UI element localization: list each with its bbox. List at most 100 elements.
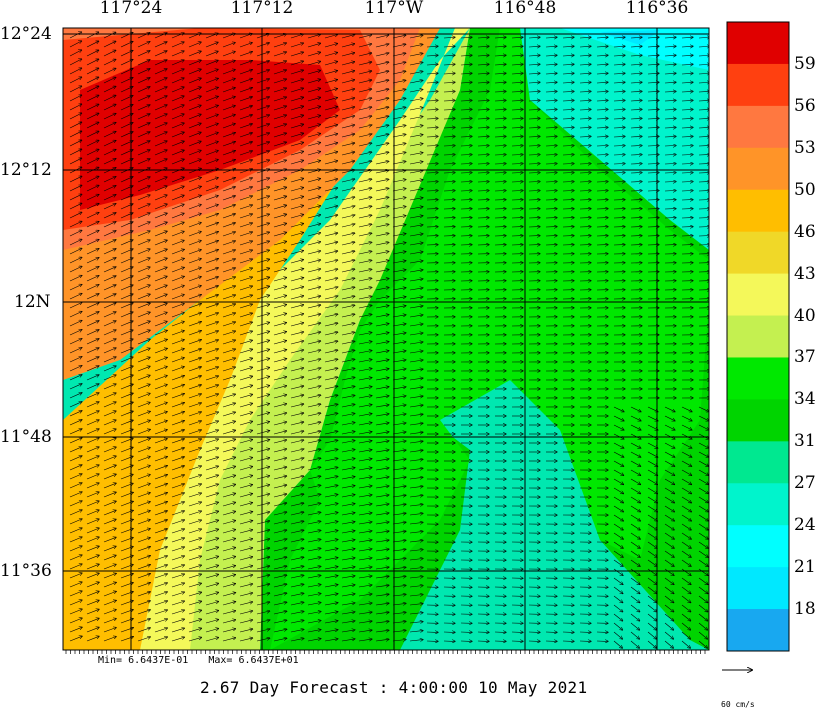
- vector-arrow: [596, 37, 608, 38]
- vector-arrow: [392, 80, 406, 84]
- vector-arrow: [681, 136, 693, 137]
- contour-46: [63, 28, 440, 650]
- vector-arrow: [613, 136, 625, 137]
- vector-arrow: [375, 98, 389, 102]
- vector-arrow: [375, 89, 389, 93]
- vector-arrow: [562, 73, 574, 74]
- vector-arrow: [443, 109, 455, 110]
- vector-arrow: [528, 109, 540, 110]
- vector-arrow: [494, 55, 506, 56]
- vector-arrow: [494, 37, 506, 38]
- vector-arrow: [392, 143, 406, 147]
- vector-arrow: [290, 106, 304, 111]
- vector-arrow: [273, 97, 286, 102]
- vector-arrow: [664, 46, 676, 47]
- vector-arrow: [69, 68, 82, 75]
- vector-arrow: [375, 44, 389, 48]
- vector-arrow: [341, 134, 355, 138]
- vector-arrow: [596, 64, 608, 65]
- vector-arrow: [188, 105, 201, 111]
- vector-arrow: [664, 64, 676, 65]
- vector-arrow: [69, 41, 82, 48]
- vector-arrow: [239, 115, 252, 120]
- vector-arrow: [545, 118, 557, 119]
- vector-arrow: [375, 107, 389, 111]
- vector-arrow: [477, 146, 489, 147]
- vector-arrow: [426, 64, 438, 65]
- vector-arrow: [205, 87, 218, 93]
- vector-arrow: [596, 109, 608, 110]
- vector-arrow: [137, 141, 150, 147]
- colorbar-label: 50: [794, 179, 816, 200]
- vector-arrow: [222, 52, 235, 57]
- vector-arrow: [460, 73, 472, 74]
- vector-arrow: [596, 46, 608, 47]
- vector-arrow: [375, 152, 389, 156]
- vector-arrow: [630, 109, 642, 110]
- vector-arrow: [392, 116, 406, 120]
- vector-arrow: [477, 46, 489, 47]
- vector-arrow: [443, 91, 455, 92]
- vector-arrow: [86, 41, 99, 48]
- vector-arrow: [273, 34, 286, 39]
- vector-arrow: [443, 118, 455, 119]
- colorbar-segment: [727, 399, 789, 442]
- vector-arrow: [409, 126, 423, 129]
- vector-arrow: [681, 100, 693, 101]
- vector-arrow: [290, 151, 304, 156]
- vector-arrow: [562, 146, 574, 147]
- vector-arrow: [511, 127, 523, 128]
- vector-arrow: [341, 53, 355, 57]
- vector-arrow: [698, 91, 709, 92]
- vector-arrow: [426, 136, 438, 137]
- vector-arrow: [409, 153, 423, 156]
- vector-arrow: [545, 109, 557, 110]
- vector-arrow: [256, 52, 269, 57]
- vector-arrow: [579, 82, 591, 83]
- vector-arrow: [86, 113, 99, 120]
- vector-arrow: [137, 42, 150, 48]
- vector-arrow: [392, 62, 406, 66]
- vector-arrow: [477, 64, 489, 65]
- vector-arrow: [392, 125, 406, 129]
- vector-arrow: [630, 55, 642, 56]
- vector-arrow: [477, 109, 489, 110]
- contour-34: [270, 28, 709, 650]
- vector-arrow: [511, 109, 523, 110]
- vector-arrow: [290, 142, 304, 147]
- vector-arrow: [698, 146, 709, 147]
- vector-arrow: [392, 35, 406, 39]
- reference-unit: 60 cm/s: [721, 700, 755, 709]
- vector-arrow: [205, 96, 218, 102]
- vector-arrow: [596, 73, 608, 74]
- vector-arrow: [137, 105, 150, 111]
- vector-arrow: [103, 32, 116, 39]
- vector-arrow: [630, 37, 642, 38]
- vector-arrow: [239, 133, 252, 138]
- vector-arrow: [188, 141, 201, 147]
- vector-arrow: [511, 46, 523, 47]
- vector-arrow: [562, 127, 574, 128]
- vector-arrow: [545, 55, 557, 56]
- vector-arrow: [324, 62, 338, 66]
- vector-arrow: [86, 32, 99, 39]
- vector-arrow: [103, 59, 116, 66]
- vector-arrow: [324, 107, 338, 111]
- vector-arrow: [443, 37, 455, 38]
- vector-arrow: [171, 141, 184, 147]
- vector-arrow: [103, 104, 116, 111]
- vector-arrow: [86, 86, 99, 93]
- vector-arrow: [137, 87, 150, 93]
- vector-arrow: [358, 89, 372, 93]
- vector-arrow: [545, 73, 557, 74]
- colorbar-label: 59: [794, 53, 816, 74]
- vector-arrow: [69, 113, 82, 120]
- vector-arrow: [222, 142, 235, 147]
- vector-arrow: [681, 91, 693, 92]
- lat-label-12-12: 12°12: [0, 160, 52, 180]
- vector-arrow: [613, 55, 625, 56]
- vector-arrow: [664, 109, 676, 110]
- vector-arrow: [596, 55, 608, 56]
- vector-arrow: [375, 35, 389, 39]
